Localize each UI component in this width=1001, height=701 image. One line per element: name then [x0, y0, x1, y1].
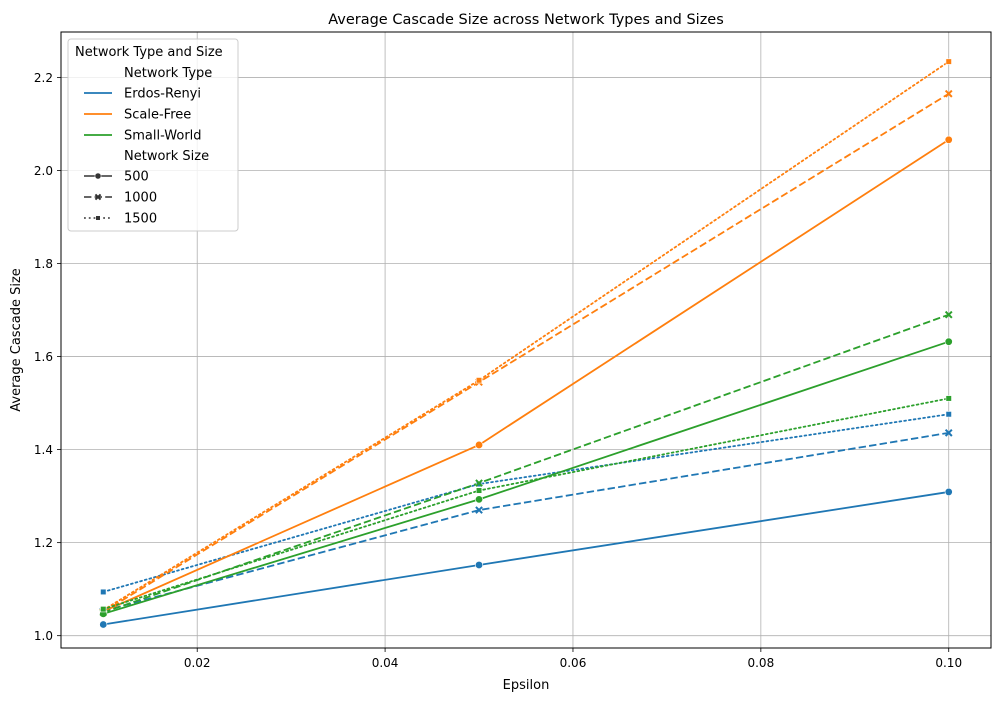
- y-tick-label: 1.6: [34, 350, 53, 364]
- legend-size-entries: 500 1000 1500: [84, 170, 157, 227]
- data-point: [945, 395, 952, 402]
- legend-box: [67, 38, 239, 232]
- data-point: [99, 620, 108, 629]
- legend-marker: [95, 215, 101, 221]
- x-axis-ticks: 0.02 0.04 0.06 0.08 0.10: [184, 648, 962, 670]
- legend-label: Erdos-Renyi: [124, 87, 201, 102]
- data-point: [945, 58, 952, 65]
- data-point: [944, 487, 953, 496]
- legend-type-header: Network Type: [124, 66, 212, 81]
- series-line: [103, 431, 949, 612]
- chart-title: Average Cascade Size across Network Type…: [328, 12, 724, 28]
- x-tick-label: 0.06: [560, 656, 587, 670]
- y-axis-label: Average Cascade Size: [9, 268, 24, 412]
- data-point: [944, 89, 953, 98]
- y-tick-label: 2.2: [34, 71, 53, 85]
- data-point: [475, 377, 483, 384]
- legend-label: Small-World: [124, 129, 202, 144]
- y-tick-label: 1.0: [34, 629, 53, 643]
- data-point: [100, 606, 107, 613]
- x-tick-label: 0.08: [747, 656, 774, 670]
- legend-label: 1000: [124, 191, 157, 206]
- data-point: [475, 560, 484, 569]
- data-point: [944, 337, 953, 346]
- y-tick-label: 1.2: [34, 536, 53, 550]
- series-markers: [99, 58, 953, 629]
- x-tick-label: 0.10: [935, 656, 962, 670]
- x-tick-label: 0.02: [184, 656, 211, 670]
- y-tick-label: 2.0: [34, 164, 53, 178]
- legend: Network Type and Size Network Type Erdos…: [67, 38, 239, 232]
- legend-size-header: Network Size: [124, 149, 209, 164]
- legend-marker: [94, 172, 102, 180]
- legend-label: 500: [124, 170, 149, 185]
- legend-label: Scale-Free: [124, 108, 191, 123]
- data-point: [475, 495, 484, 504]
- y-tick-label: 1.8: [34, 257, 53, 271]
- series-line: [102, 313, 950, 614]
- x-axis-label: Epsilon: [503, 678, 550, 693]
- data-point: [475, 479, 483, 487]
- x-tick-label: 0.04: [372, 656, 399, 670]
- legend-type-entries: Erdos-Renyi Scale-Free Small-World: [84, 87, 202, 144]
- data-point: [475, 440, 484, 449]
- legend-label: 1500: [124, 212, 157, 227]
- y-tick-label: 1.4: [34, 443, 53, 457]
- legend-title: Network Type and Size: [75, 45, 223, 60]
- data-point: [944, 429, 953, 437]
- data-point: [944, 135, 953, 144]
- series-line: [103, 491, 949, 626]
- legend-marker: [94, 193, 102, 201]
- plot-frame: [60, 31, 992, 649]
- data-point: [944, 310, 953, 319]
- y-axis-ticks: 1.0 1.2 1.4 1.6 1.8 2.0 2.2: [34, 71, 61, 643]
- data-point: [945, 411, 952, 418]
- data-point: [100, 588, 107, 596]
- data-point: [475, 506, 483, 514]
- data-point: [475, 487, 483, 494]
